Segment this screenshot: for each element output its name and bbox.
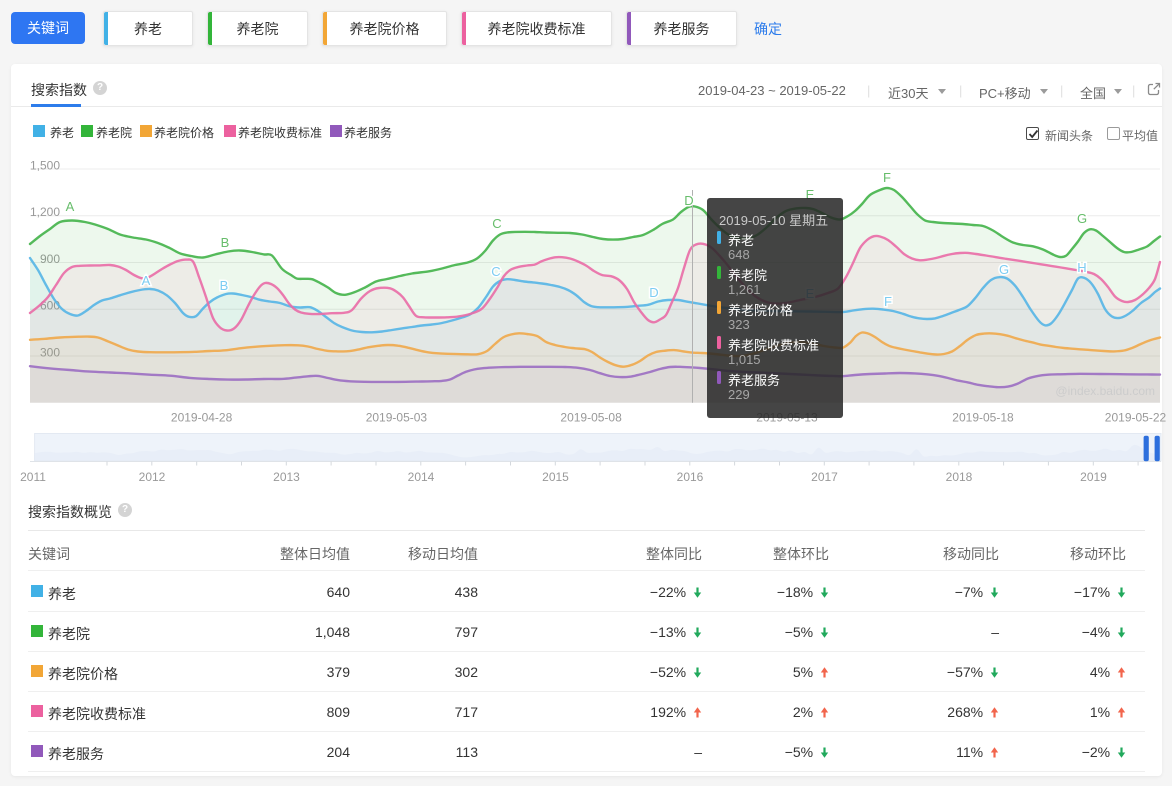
svg-text:300: 300	[40, 346, 60, 360]
svg-text:F: F	[883, 170, 891, 185]
svg-text:2019-04-28: 2019-04-28	[171, 411, 233, 425]
svg-text:D: D	[684, 193, 693, 208]
svg-text:2013: 2013	[273, 470, 300, 484]
svg-text:2018: 2018	[946, 470, 973, 484]
svg-text:G: G	[999, 262, 1009, 277]
svg-text:D: D	[649, 285, 658, 300]
svg-text:B: B	[220, 278, 229, 293]
svg-text:B: B	[221, 235, 230, 250]
svg-text:2019: 2019	[1080, 470, 1107, 484]
svg-text:2017: 2017	[811, 470, 838, 484]
svg-text:2019-05-22: 2019-05-22	[1105, 411, 1167, 425]
svg-text:A: A	[66, 199, 75, 214]
svg-text:1,200: 1,200	[30, 205, 60, 219]
svg-text:A: A	[142, 273, 151, 288]
svg-text:F: F	[884, 294, 892, 309]
svg-text:H: H	[1077, 260, 1086, 275]
svg-text:2016: 2016	[677, 470, 704, 484]
svg-text:1,500: 1,500	[30, 159, 60, 173]
svg-text:2019-05-08: 2019-05-08	[560, 411, 622, 425]
svg-text:G: G	[1077, 211, 1087, 226]
svg-text:2019-05-03: 2019-05-03	[366, 411, 428, 425]
svg-text:C: C	[491, 264, 500, 279]
svg-text:900: 900	[40, 252, 60, 266]
svg-text:2015: 2015	[542, 470, 569, 484]
svg-text:2012: 2012	[139, 470, 166, 484]
svg-text:@index.baidu.com: @index.baidu.com	[1055, 384, 1155, 398]
svg-text:2019-05-18: 2019-05-18	[952, 411, 1014, 425]
svg-text:C: C	[492, 216, 501, 231]
svg-text:2014: 2014	[408, 470, 435, 484]
svg-text:2011: 2011	[20, 470, 46, 484]
